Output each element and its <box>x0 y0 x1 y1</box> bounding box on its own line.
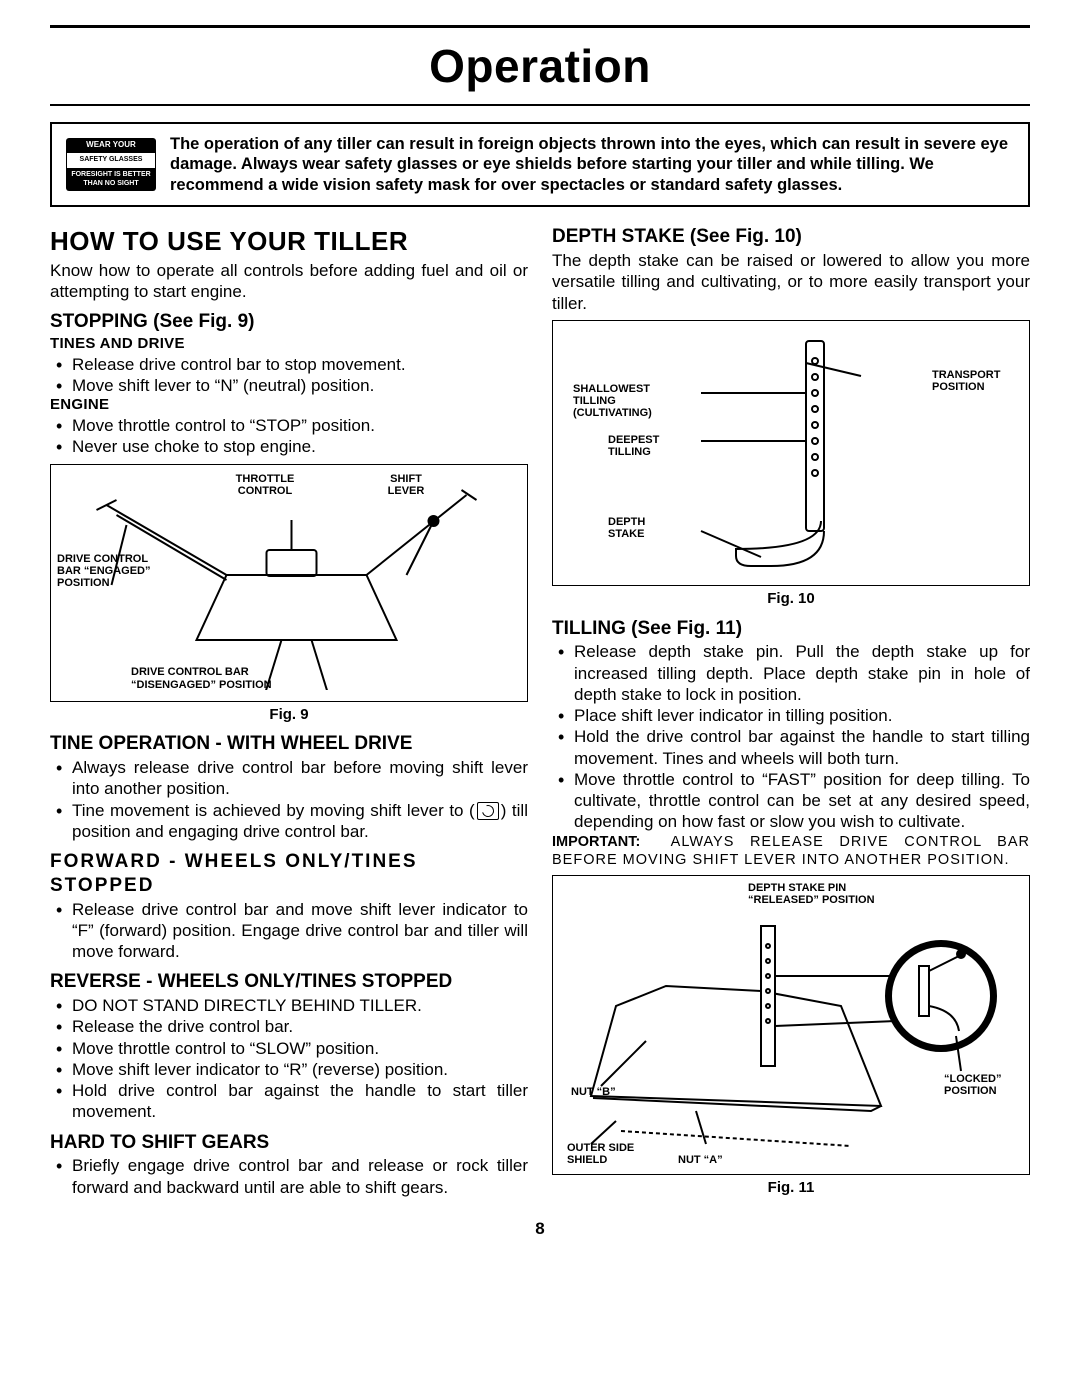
badge-mid: SAFETY GLASSES <box>66 152 156 169</box>
stopping-heading: STOPPING (See Fig. 9) <box>50 310 528 334</box>
tilling-list: Release depth stake pin. Pull the depth … <box>552 641 1030 832</box>
fig9-dcb-engaged-label: DRIVE CONTROL BAR “ENGAGED” POSITION <box>57 553 162 589</box>
top-rule <box>50 25 1030 28</box>
badge-top: WEAR YOUR <box>66 138 156 152</box>
forward-list: Release drive control bar and move shift… <box>50 899 528 963</box>
safety-warning-box: WEAR YOUR SAFETY GLASSES FORESIGHT IS BE… <box>50 122 1030 208</box>
figure-9: THROTTLE CONTROL SHIFT LEVER DRIVE CONTR… <box>50 464 528 702</box>
fig11-nuta-label: NUT “A” <box>678 1154 723 1166</box>
figure-11: DEPTH STAKE PIN “RELEASED” POSITION “LOC… <box>552 875 1030 1175</box>
fig10-transport-label: TRANSPORT POSITION <box>932 369 1017 393</box>
list-item: Release drive control bar to stop moveme… <box>50 354 528 375</box>
intro-text: Know how to operate all controls before … <box>50 260 528 303</box>
page-title: Operation <box>50 38 1030 96</box>
fig11-nutb-label: NUT “B” <box>571 1086 616 1098</box>
fig11-caption: Fig. 11 <box>552 1179 1030 1198</box>
tine-op-list: Always release drive control bar before … <box>50 757 528 842</box>
figure-10: TRANSPORT POSITION SHALLOWEST TILLING (C… <box>552 320 1030 586</box>
tines-drive-list: Release drive control bar to stop moveme… <box>50 354 528 397</box>
list-item: Hold drive control bar against the handl… <box>50 1080 528 1123</box>
tines-drive-heading: TINES AND DRIVE <box>50 335 528 354</box>
list-item: Hold the drive control bar against the h… <box>552 726 1030 769</box>
depth-stake-text: The depth stake can be raised or lowered… <box>552 250 1030 314</box>
fig11-locked-label: “LOCKED” POSITION <box>944 1073 1019 1097</box>
list-item: Release drive control bar and move shift… <box>50 899 528 963</box>
engine-list: Move throttle control to “STOP” position… <box>50 415 528 458</box>
fig10-caption: Fig. 10 <box>552 590 1030 609</box>
columns: HOW TO USE YOUR TILLER Know how to opera… <box>50 221 1030 1198</box>
fig11-svg <box>553 876 1029 1176</box>
depth-stake-heading: DEPTH STAKE (See Fig. 10) <box>552 225 1030 249</box>
badge-bot: FORESIGHT IS BETTER THAN NO SIGHT <box>66 169 156 191</box>
hard-shift-list: Briefly engage drive control bar and rel… <box>50 1155 528 1198</box>
important-note: IMPORTANT: ALWAYS RELEASE DRIVE CONTROL … <box>552 833 1030 869</box>
list-item: Always release drive control bar before … <box>50 757 528 800</box>
tine-op-heading: TINE OPERATION - WITH WHEEL DRIVE <box>50 732 528 756</box>
list-item: Move shift lever indicator to “R” (rever… <box>50 1059 528 1080</box>
tilling-heading: TILLING (See Fig. 11) <box>552 617 1030 641</box>
list-item: DO NOT STAND DIRECTLY BEHIND TILLER. <box>50 995 528 1016</box>
fig10-deepest-label: DEEPEST TILLING <box>608 434 688 458</box>
fig9-dcb-disengaged-label: DRIVE CONTROL BAR “DISENGAGED” POSITION <box>131 666 321 690</box>
hard-shift-heading: HARD TO SHIFT GEARS <box>50 1131 528 1155</box>
how-to-use-heading: HOW TO USE YOUR TILLER <box>50 225 528 258</box>
list-item: Place shift lever indicator in tilling p… <box>552 705 1030 726</box>
engine-heading: ENGINE <box>50 396 528 415</box>
page-number: 8 <box>50 1218 1030 1239</box>
reverse-list: DO NOT STAND DIRECTLY BEHIND TILLER. Rel… <box>50 995 528 1123</box>
till-icon <box>477 802 499 820</box>
list-item: Move throttle control to “STOP” position… <box>50 415 528 436</box>
list-item: Move shift lever to “N” (neutral) positi… <box>50 375 528 396</box>
right-column: DEPTH STAKE (See Fig. 10) The depth stak… <box>552 221 1030 1198</box>
fig9-caption: Fig. 9 <box>50 706 528 725</box>
fig11-outer-shield-label: OUTER SIDE SHIELD <box>567 1142 662 1166</box>
list-item: Release depth stake pin. Pull the depth … <box>552 641 1030 705</box>
title-rule <box>50 104 1030 106</box>
list-item: Move throttle control to “FAST” position… <box>552 769 1030 833</box>
list-item: Tine movement is achieved by moving shif… <box>50 800 528 843</box>
safety-text: The operation of any tiller can result i… <box>170 134 1014 196</box>
fig9-shift-label: SHIFT LEVER <box>381 473 431 497</box>
reverse-heading: REVERSE - WHEELS ONLY/TINES STOPPED <box>50 970 528 994</box>
list-item: Release the drive control bar. <box>50 1016 528 1037</box>
safety-glasses-badge: WEAR YOUR SAFETY GLASSES FORESIGHT IS BE… <box>66 138 156 190</box>
list-item: Never use choke to stop engine. <box>50 436 528 457</box>
fig10-stake-label: DEPTH STAKE <box>608 516 668 540</box>
fig11-pin-released-label: DEPTH STAKE PIN “RELEASED” POSITION <box>748 882 908 906</box>
list-item: Move throttle control to “SLOW” position… <box>50 1038 528 1059</box>
fig9-throttle-label: THROTTLE CONTROL <box>226 473 304 497</box>
fig10-shallowest-label: SHALLOWEST TILLING (CULTIVATING) <box>573 383 688 419</box>
list-item: Briefly engage drive control bar and rel… <box>50 1155 528 1198</box>
left-column: HOW TO USE YOUR TILLER Know how to opera… <box>50 221 528 1198</box>
forward-heading: FORWARD - WHEELS ONLY/TINES STOPPED <box>50 850 528 898</box>
